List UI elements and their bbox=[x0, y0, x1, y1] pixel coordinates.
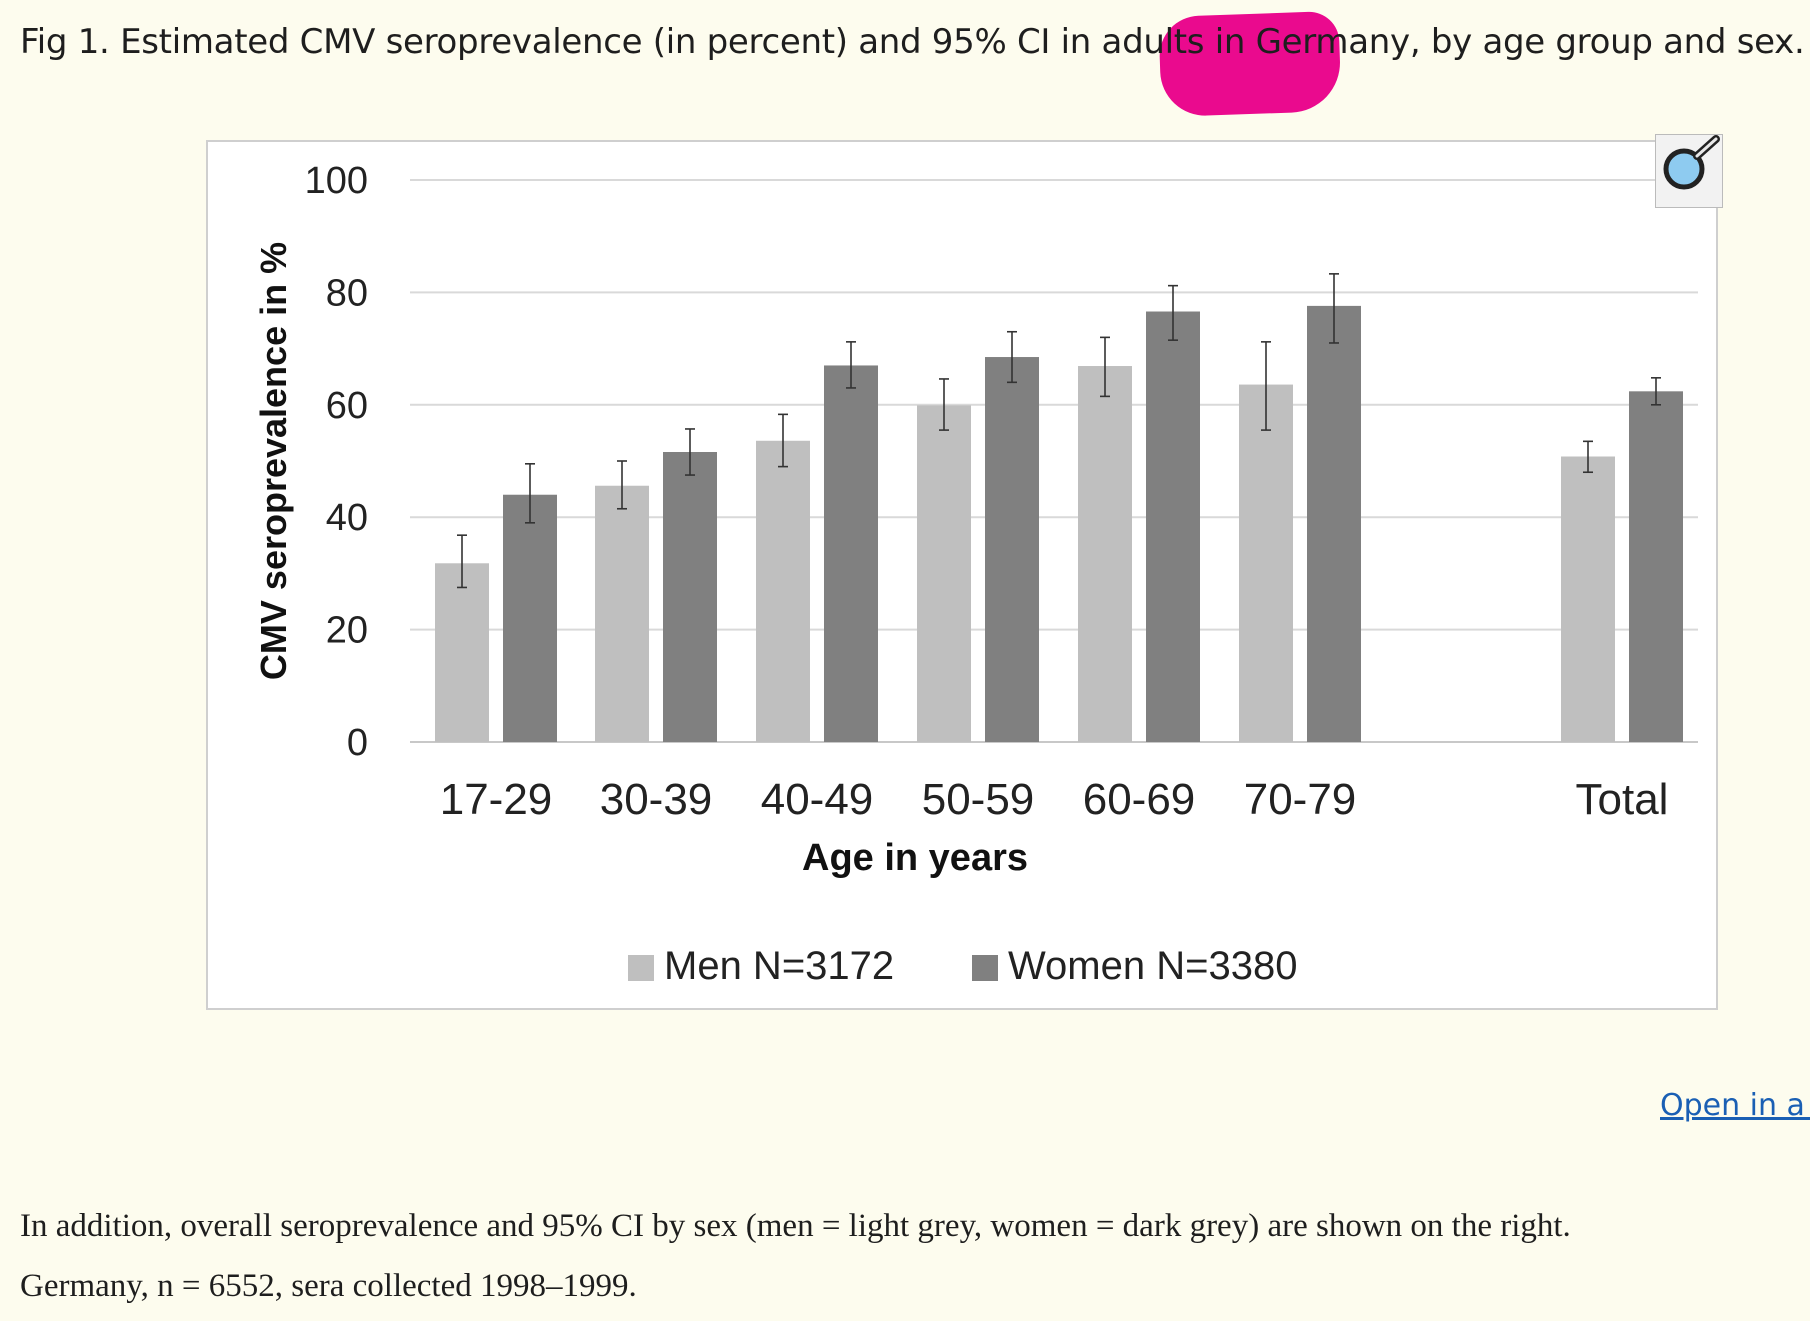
y-tick-label: 60 bbox=[326, 385, 368, 427]
bar-men bbox=[595, 485, 649, 742]
legend-label-men: Men N=3172 bbox=[664, 944, 894, 988]
bar-women bbox=[1307, 305, 1361, 742]
bar-men bbox=[756, 440, 810, 742]
bar-women bbox=[503, 494, 557, 742]
x-axis-label: Age in years bbox=[802, 837, 1028, 879]
legend-swatch-men bbox=[628, 955, 654, 981]
x-tick-label: Total bbox=[1576, 775, 1669, 824]
bar-women bbox=[824, 365, 878, 742]
open-in-new-tab-link[interactable]: Open in a n bbox=[1660, 1088, 1810, 1123]
bar-men bbox=[435, 563, 489, 742]
bar-women bbox=[985, 357, 1039, 742]
caption-text-end: , by age group and sex. bbox=[1409, 22, 1805, 62]
figure-caption: Fig 1. Estimated CMV seroprevalence (in … bbox=[20, 22, 1805, 62]
y-tick-label: 100 bbox=[305, 160, 368, 202]
bar-chart: 0 20 40 60 80 100 CMV seroprevalence in % 17-29… bbox=[253, 160, 1698, 988]
y-tick-label: 80 bbox=[326, 272, 368, 314]
figure-frame: 0 20 40 60 80 100 CMV seroprevalence in % 17-29… bbox=[206, 140, 1718, 1010]
y-tick-label: 20 bbox=[326, 610, 368, 652]
bar-women bbox=[663, 452, 717, 742]
caption-text: Fig 1. Estimated CMV seroprevalence (in … bbox=[20, 22, 1224, 62]
bar-men bbox=[1078, 366, 1132, 742]
y-axis-label: CMV seroprevalence in % bbox=[253, 242, 294, 680]
x-tick-label: 30-39 bbox=[600, 775, 713, 824]
legend-label-women: Women N=3380 bbox=[1008, 944, 1297, 988]
magnifier-icon[interactable] bbox=[1655, 134, 1723, 208]
y-tick-label: 40 bbox=[326, 497, 368, 539]
x-tick-label: 60-69 bbox=[1083, 775, 1196, 824]
bar-women bbox=[1146, 311, 1200, 742]
bar-women bbox=[1629, 391, 1683, 742]
x-tick-label: 40-49 bbox=[761, 775, 874, 824]
x-tick-label: 17-29 bbox=[440, 775, 553, 824]
y-tick-label: 0 bbox=[347, 722, 368, 764]
caption-highlighted-text: n Germany bbox=[1223, 22, 1410, 62]
bar-men bbox=[1561, 456, 1615, 742]
bar-men bbox=[917, 405, 971, 742]
description-line-1: In addition, overall seroprevalence and … bbox=[20, 1208, 1571, 1244]
bar-men bbox=[1239, 384, 1293, 742]
legend-swatch-women bbox=[972, 955, 998, 981]
description-line-2: Germany, n = 6552, sera collected 1998–1… bbox=[20, 1268, 637, 1304]
x-tick-label: 70-79 bbox=[1244, 775, 1357, 824]
x-tick-label: 50-59 bbox=[922, 775, 1035, 824]
